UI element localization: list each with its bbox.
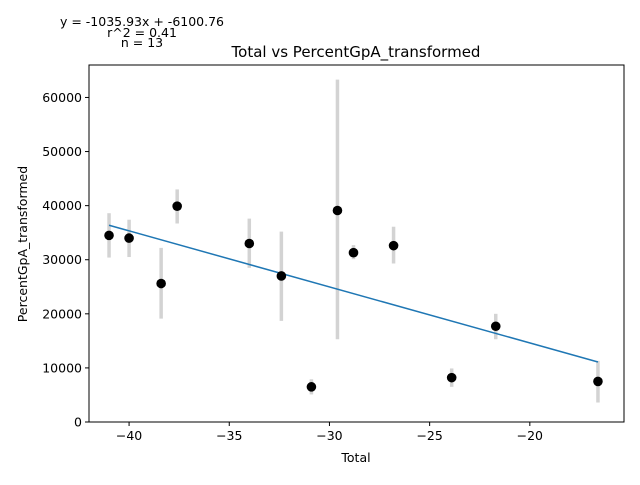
data-point-10 — [446, 372, 457, 383]
x-tick-label-4: −20 — [517, 428, 543, 443]
x-tick-label-1: −35 — [216, 428, 242, 443]
x-axis-ticks: −40 −35 −30 −25 −20 — [116, 422, 543, 443]
data-point-0 — [104, 230, 114, 241]
data-point-3 — [172, 201, 182, 211]
y-tick-label-5: 50000 — [42, 144, 82, 159]
data-point-2 — [156, 278, 166, 289]
y-axis-ticks: 0 10000 20000 30000 40000 50000 60000 — [42, 90, 89, 430]
regression-stats: y = -1035.93x + -6100.76 r^2 = 0.41 n = … — [60, 14, 224, 50]
x-tick-label-3: −25 — [416, 428, 442, 443]
y-tick-label-4: 40000 — [42, 198, 82, 213]
y-tick-label-1: 10000 — [42, 360, 82, 375]
x-axis-label: Total — [340, 450, 370, 465]
data-point-4 — [244, 238, 255, 249]
y-tick-label-6: 60000 — [42, 90, 82, 105]
data-point-7 — [332, 205, 343, 216]
fit-line-layer — [108, 224, 599, 363]
chart-title: Total vs PercentGpA_transformed — [231, 43, 481, 62]
data-point-8 — [348, 247, 359, 258]
data-point-1 — [124, 233, 134, 243]
regression-equation: y = -1035.93x + -6100.76 — [60, 14, 224, 29]
x-tick-label-0: −40 — [116, 428, 142, 443]
r-squared-label: r^2 = 0.41 — [107, 25, 177, 40]
data-point-5 — [276, 271, 287, 281]
y-tick-label-2: 20000 — [42, 306, 82, 321]
sample-size-label: n = 13 — [121, 35, 163, 50]
regression-line — [108, 224, 599, 363]
plot-frame — [88, 64, 625, 423]
data-point-9 — [388, 240, 399, 251]
data-points — [104, 201, 603, 392]
y-tick-label-3: 30000 — [42, 252, 82, 267]
data-point-12 — [593, 376, 603, 387]
y-tick-label-0: 0 — [74, 415, 82, 430]
data-point-11 — [490, 321, 501, 332]
error-bars — [107, 79, 600, 403]
y-axis-label: PercentGpA_transformed — [15, 166, 30, 322]
x-tick-label-2: −30 — [316, 428, 342, 443]
data-point-6 — [306, 382, 317, 392]
